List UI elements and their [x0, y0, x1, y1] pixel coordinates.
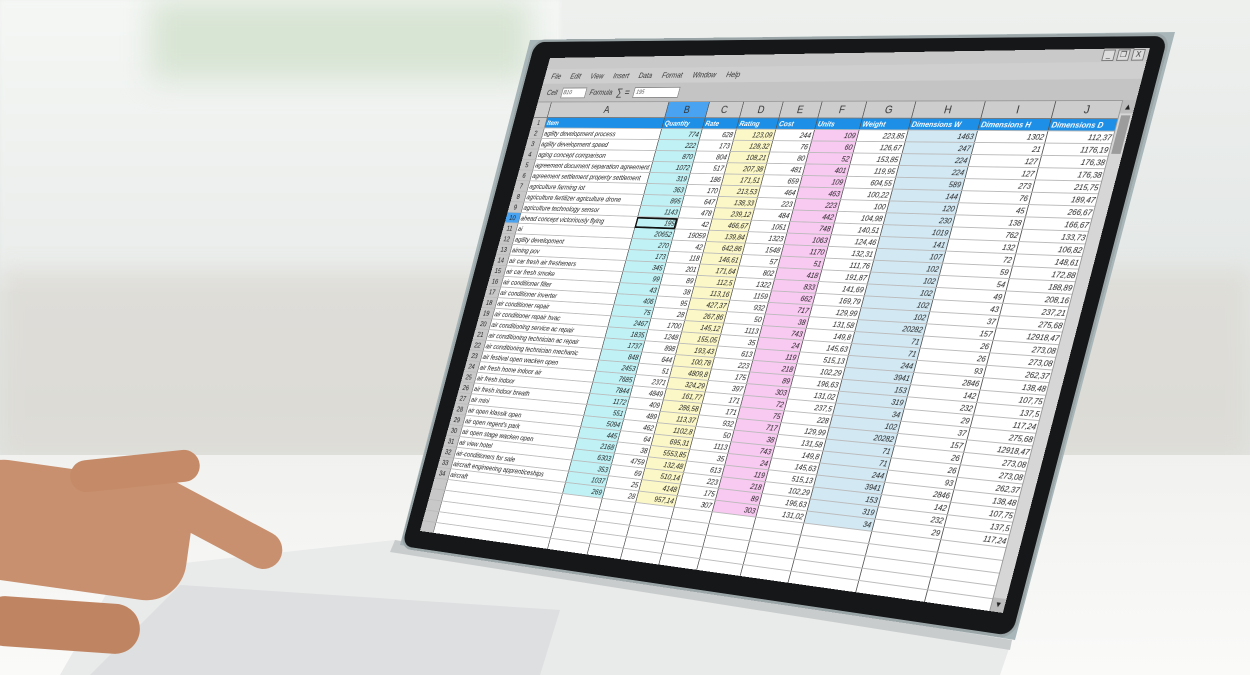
cell-dim_w[interactable]: 224 [899, 154, 971, 167]
cell-units[interactable]: 52 [805, 152, 853, 164]
menu-file[interactable]: File [550, 72, 562, 80]
cell-cost[interactable]: 464 [757, 186, 799, 198]
cell-quantity[interactable]: 774 [659, 129, 703, 140]
cell-cost[interactable]: 76 [770, 141, 812, 153]
menu-edit[interactable]: Edit [569, 72, 582, 80]
cell-quantity[interactable]: 319 [647, 172, 690, 184]
cell-rating[interactable]: 171,51 [721, 174, 763, 186]
column-header-h[interactable]: H [911, 101, 985, 118]
column-header-a[interactable]: A [547, 102, 669, 118]
cell-dim_h[interactable]: 127 [968, 154, 1041, 167]
cell-weight[interactable]: 119,95 [847, 165, 899, 178]
column-header-g[interactable]: G [862, 101, 916, 118]
cell-rating[interactable]: 128,32 [730, 140, 772, 152]
cell-label: Cell [546, 89, 559, 97]
cell-rating[interactable]: 207,38 [724, 163, 766, 175]
formula-label: Formula [589, 88, 614, 96]
cell-dim_h[interactable]: 21 [971, 142, 1045, 155]
cell-cost[interactable]: 244 [773, 129, 815, 141]
cell-rate[interactable]: 186 [687, 173, 724, 185]
column-header-i[interactable]: I [981, 101, 1056, 118]
column-header-b[interactable]: B [665, 102, 710, 118]
cell-reference-input[interactable]: B10 [560, 87, 587, 98]
cell-dim_w[interactable]: 1463 [905, 130, 977, 142]
cell-units[interactable]: 401 [802, 164, 850, 176]
cell-weight[interactable]: 153,85 [850, 153, 902, 165]
cell-rate[interactable]: 804 [693, 151, 730, 163]
cell-quantity[interactable]: 222 [656, 140, 700, 151]
close-button[interactable]: X [1131, 49, 1146, 61]
cell-rating[interactable]: 123,09 [733, 129, 775, 141]
column-header-d[interactable]: D [739, 102, 783, 118]
cell-weight[interactable]: 126,67 [853, 141, 905, 153]
finger [0, 594, 142, 655]
menu-format[interactable]: Format [661, 71, 684, 80]
cell-cost[interactable]: 80 [767, 152, 809, 164]
cell-quantity[interactable]: 870 [653, 151, 697, 163]
header-cell-dim_h[interactable]: Dimensions H [978, 118, 1052, 130]
cell-rate[interactable]: 628 [699, 129, 736, 140]
header-cell-weight[interactable]: Weight [859, 118, 911, 130]
menu-view[interactable]: View [589, 72, 604, 80]
formula-toolbar: Cell B10 Formula ∑ = 195 [538, 79, 1142, 103]
menu-help[interactable]: Help [725, 70, 741, 79]
cell-rate[interactable]: 517 [690, 162, 727, 174]
column-header-e[interactable]: E [779, 102, 822, 118]
cell-dim_d[interactable]: 176,38 [1038, 155, 1109, 168]
cell-rate[interactable]: 173 [696, 140, 733, 152]
header-cell-rate[interactable]: Rate [702, 118, 739, 129]
formula-input[interactable]: 195 [633, 86, 681, 97]
column-header-c[interactable]: C [705, 102, 743, 118]
cell-dim_w[interactable]: 247 [902, 142, 974, 155]
cell-item[interactable]: agility development process [541, 128, 661, 140]
column-header-j[interactable]: J [1051, 101, 1123, 119]
header-cell-dim_d[interactable]: Dimensions D [1048, 119, 1119, 132]
header-cell-cost[interactable]: Cost [776, 118, 818, 130]
cell-cost[interactable]: 659 [760, 175, 802, 187]
cell-dim_h[interactable]: 1302 [974, 130, 1048, 143]
cell-rating[interactable]: 108,21 [727, 151, 769, 163]
cell-units[interactable]: 109 [799, 175, 847, 188]
cell-quantity[interactable]: 1072 [650, 162, 694, 174]
cell-cost[interactable]: 481 [764, 163, 806, 175]
cell-dim_d[interactable]: 112,37 [1045, 131, 1116, 144]
header-cell-item[interactable]: Item [544, 117, 665, 128]
header-cell-units[interactable]: Units [815, 118, 863, 130]
cell-units[interactable]: 60 [808, 141, 856, 153]
menu-window[interactable]: Window [692, 70, 718, 79]
header-cell-rating[interactable]: Rating [736, 118, 778, 129]
sum-icon[interactable]: ∑ = [615, 86, 631, 98]
cell-dim_d[interactable]: 1176,19 [1041, 143, 1112, 156]
minimize-icon[interactable]: _ [1101, 50, 1116, 62]
cell-rate[interactable]: 170 [684, 184, 721, 196]
restore-icon[interactable]: ❐ [1116, 49, 1131, 61]
column-header-f[interactable]: F [818, 102, 867, 119]
menu-insert[interactable]: Insert [612, 72, 630, 80]
header-cell-dim_w[interactable]: Dimensions W [908, 118, 981, 130]
menu-data[interactable]: Data [638, 71, 654, 79]
header-cell-quantity[interactable]: Quantity [662, 118, 706, 129]
cell-units[interactable]: 109 [811, 129, 859, 141]
cell-weight[interactable]: 223,85 [856, 130, 908, 142]
